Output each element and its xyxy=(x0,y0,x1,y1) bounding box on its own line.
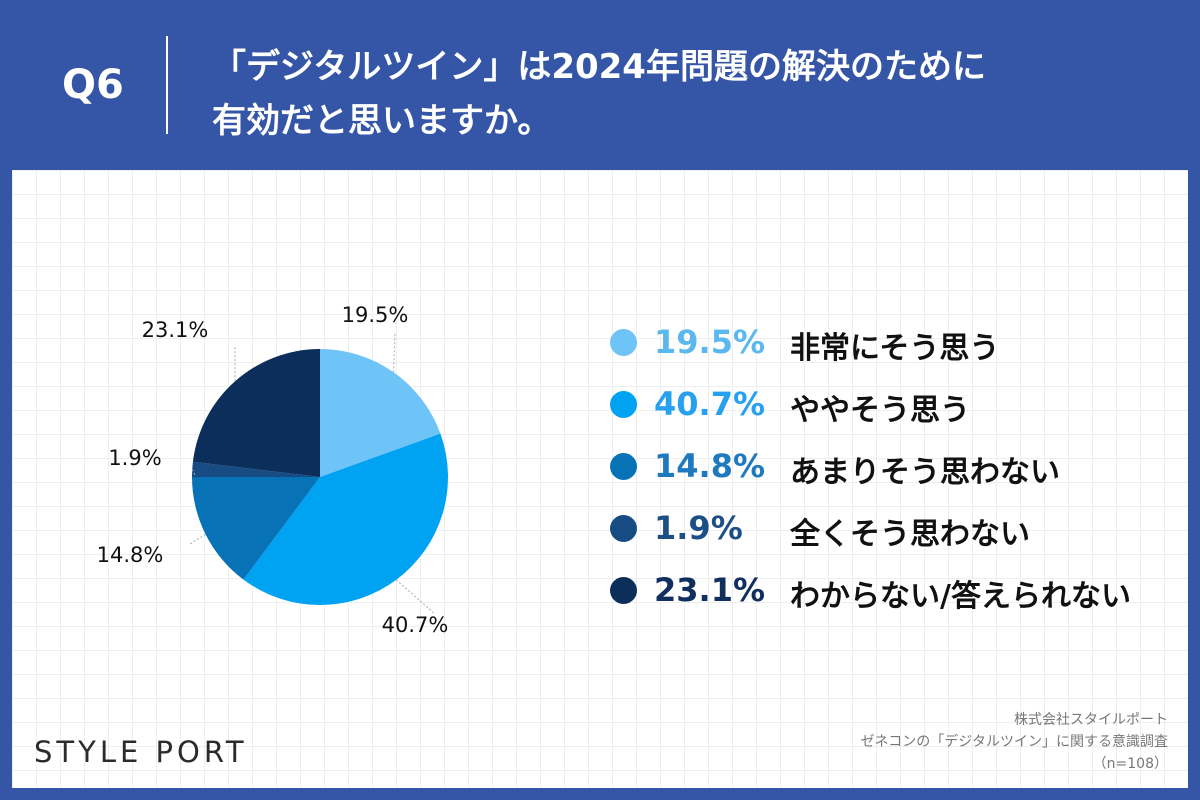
footer-sample-size: （n=108） xyxy=(1092,756,1168,772)
pie-slice xyxy=(320,349,441,477)
leader-line xyxy=(393,331,396,373)
header: Q6 「デジタルツイン」は2024年問題の解決のために 有効だと思いますか。 xyxy=(0,0,1200,170)
pie-chart: 19.5% 40.7% 14.8% 1.9% 23.1% xyxy=(97,303,449,637)
leader-line xyxy=(189,533,206,545)
legend-label: あまりそう思わない xyxy=(790,455,1060,490)
legend-label: わからない/答えられない xyxy=(790,579,1131,614)
leader-line xyxy=(191,469,196,476)
pie-slice xyxy=(192,461,320,477)
legend-dot xyxy=(610,329,637,356)
legend-percent: 14.8% xyxy=(654,447,766,485)
question-number: Q6 xyxy=(62,62,124,108)
chart-panel: 19.5% 40.7% 14.8% 1.9% 23.1% 19.5% 非常にそう思う 4… xyxy=(12,170,1188,788)
legend-dot xyxy=(610,391,637,418)
legend-percent: 1.9% xyxy=(654,509,743,547)
question-line-2: 有効だと思いますか。 xyxy=(212,101,552,141)
footer-source: 株式会社スタイルポート ゼネコンの「デジタルツイン」に関する意識調査 （n=10… xyxy=(861,709,1168,775)
legend-percent: 40.7% xyxy=(654,385,766,423)
pie-slice xyxy=(243,433,449,605)
legend-dot xyxy=(610,453,637,480)
footer-company: 株式会社スタイルポート xyxy=(1014,712,1168,728)
pie-data-label: 19.5% xyxy=(342,303,409,327)
legend-percent: 23.1% xyxy=(654,571,766,609)
question-text: 「デジタルツイン」は2024年問題の解決のために 有効だと思いますか。 xyxy=(212,40,986,148)
question-line-1: 「デジタルツイン」は2024年問題の解決のために xyxy=(212,47,986,87)
leader-line xyxy=(395,579,436,615)
pie-data-label: 1.9% xyxy=(108,446,161,470)
pie-data-label: 40.7% xyxy=(382,613,449,637)
header-divider xyxy=(166,36,168,134)
legend-label: 全くそう思わない xyxy=(790,517,1030,552)
legend-label: ややそう思う xyxy=(790,393,970,428)
legend-dot xyxy=(610,515,637,542)
pie-data-label: 14.8% xyxy=(97,543,164,567)
pie-slice xyxy=(192,477,320,580)
footer-survey-title: ゼネコンの「デジタルツイン」に関する意識調査 xyxy=(860,734,1168,750)
legend-dot xyxy=(610,577,637,604)
pie-slice xyxy=(192,349,320,477)
legend-percent: 19.5% xyxy=(654,323,766,361)
pie-data-label: 23.1% xyxy=(142,318,209,342)
legend-label: 非常にそう思う xyxy=(790,331,1000,366)
company-logo: STYLE PORT xyxy=(34,735,248,769)
